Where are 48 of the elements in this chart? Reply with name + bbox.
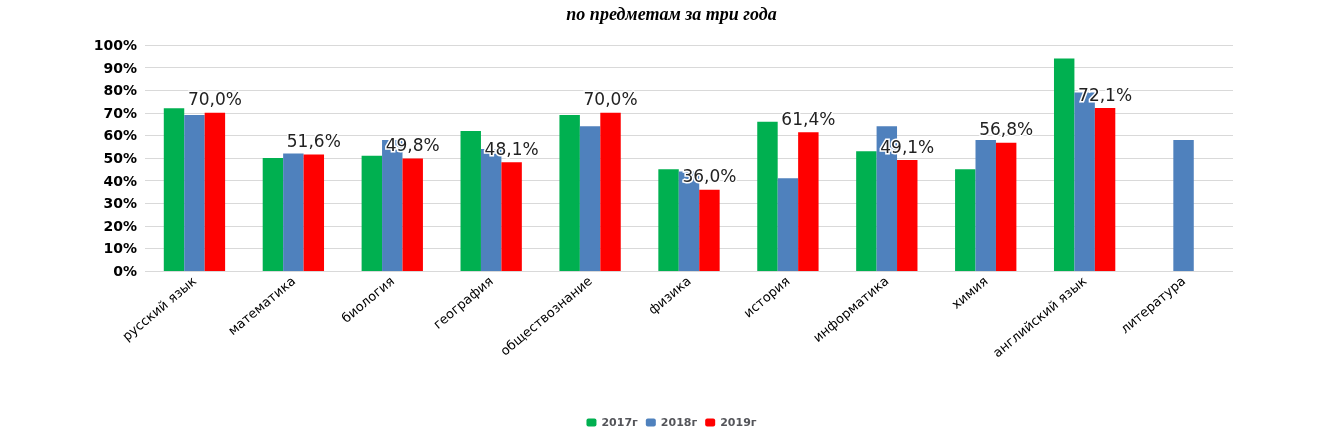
legend-label: 2019г [720, 416, 757, 429]
bar [600, 112, 621, 271]
data-label: 61,4% [781, 108, 836, 129]
bar [402, 158, 423, 271]
bar [204, 112, 226, 271]
bar [283, 153, 304, 271]
data-label: 70,0% [583, 89, 638, 110]
y-tick-label: 40% [103, 172, 137, 189]
data-label: 72,1% [1078, 84, 1133, 105]
data-label: 70,0% [187, 89, 242, 110]
data-label: 51,6% [286, 130, 341, 151]
bar [460, 130, 481, 271]
y-tick-label: 50% [103, 150, 137, 166]
bar [501, 162, 522, 271]
bar [897, 160, 918, 271]
bar [579, 126, 601, 271]
y-tick-label: 20% [103, 217, 137, 234]
y-tick-label: 80% [103, 82, 137, 99]
bar [699, 189, 720, 271]
bar [995, 142, 1017, 271]
bar [658, 169, 679, 271]
bar [559, 115, 580, 271]
y-tick-label: 70% [103, 104, 137, 121]
y-tick-label: 100% [93, 37, 137, 53]
bar [856, 151, 877, 271]
bar [1173, 139, 1194, 271]
chart-title: по предметам за три года [566, 4, 777, 24]
y-tick-label: 0% [113, 263, 137, 279]
bar [184, 115, 205, 271]
bar [955, 169, 976, 271]
bar [798, 132, 819, 271]
bar [757, 121, 778, 271]
legend-label: 2018г [660, 416, 698, 429]
bar [777, 178, 799, 271]
bar [1053, 58, 1075, 271]
data-label: 48,1% [484, 138, 539, 159]
bar [361, 155, 383, 271]
data-label: 56,8% [979, 119, 1034, 140]
bar [303, 154, 325, 271]
y-tick-label: 30% [103, 195, 137, 212]
y-tick-label: 90% [103, 59, 137, 76]
bar [1094, 108, 1116, 271]
bar [262, 158, 284, 271]
bar [163, 108, 185, 271]
y-tick-label: 60% [103, 127, 137, 144]
bar [975, 139, 996, 271]
y-tick-label: 10% [103, 240, 137, 257]
legend-label: 2017г [601, 416, 639, 429]
